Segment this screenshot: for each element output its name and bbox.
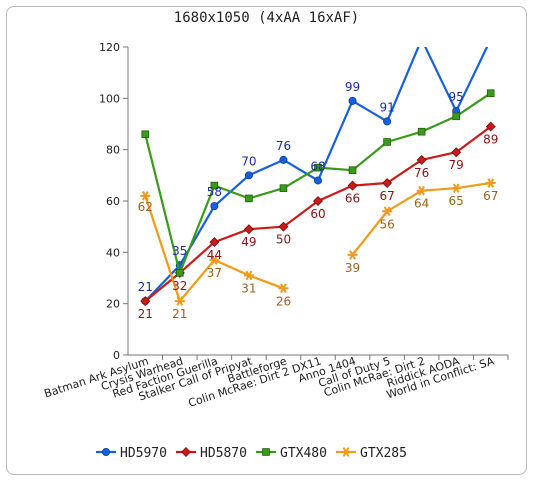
point-hd5970-anno-1404	[348, 96, 357, 105]
legend-label-gtx480: GTX480	[280, 446, 327, 461]
point-gtx285-colin-mcrae-dirt-2	[416, 185, 427, 196]
point-hd5870-red-faction-guerilla	[209, 237, 220, 248]
data-label-gtx285-world-in-conflict-sa: 67	[483, 189, 498, 203]
data-label-hd5970-red-faction-guerilla: 58	[207, 185, 222, 199]
data-label-hd5970-stalker-call-of-pripyat: 70	[241, 154, 256, 168]
point-gtx480-red-faction-guerilla	[210, 181, 219, 190]
point-hd5870-world-in-conflict-sa	[485, 121, 496, 132]
data-label-hd5970-battleforge: 76	[276, 139, 291, 153]
data-label-hd5970-call-of-duty-5: 91	[379, 100, 394, 114]
legend-label-hd5970: HD5970	[120, 446, 167, 461]
y-tick-label: 20	[106, 298, 120, 311]
data-label-hd5870-batman-ark-asylum: 21	[138, 307, 153, 321]
point-gtx480-world-in-conflict-sa	[486, 89, 495, 98]
point-gtx480-anno-1404	[348, 166, 357, 175]
point-gtx285-stalker-call-of-pripyat	[243, 270, 254, 281]
point-hd5970-world-in-conflict-sa	[487, 36, 494, 43]
legend-item-gtx285: GTX285	[336, 446, 407, 461]
legend-item-gtx480: GTX480	[256, 446, 327, 461]
point-gtx480-battleforge	[279, 184, 288, 192]
y-tick-label: 60	[106, 195, 120, 208]
point-hd5870-colin-mcrae-dirt-2-dx11	[313, 196, 323, 206]
data-label-gtx285-crysis-warhead: 21	[172, 307, 187, 321]
point-hd5870-batman-ark-asylum	[140, 296, 151, 307]
data-label-gtx285-batman-ark-asylum: 62	[138, 200, 153, 214]
legend-item-hd5970: HD5970	[96, 446, 167, 461]
point-hd5970-stalker-call-of-pripyat	[244, 171, 253, 180]
data-label-hd5870-stalker-call-of-pripyat: 49	[241, 235, 256, 249]
point-hd5970-call-of-duty-5	[383, 117, 392, 126]
data-label-hd5870-battleforge: 50	[276, 233, 291, 247]
point-gtx285-world-in-conflict-sa	[485, 178, 496, 188]
point-gtx480-call-of-duty-5	[383, 138, 391, 146]
y-tick-label: 0	[113, 349, 120, 362]
data-label-hd5870-call-of-duty-5: 67	[379, 189, 394, 203]
point-hd5870-battleforge	[278, 221, 289, 232]
data-label-gtx285-anno-1404: 39	[345, 261, 360, 275]
point-gtx480-crysis-warhead	[176, 269, 184, 277]
point-hd5870-riddick-aoda	[451, 147, 462, 158]
point-gtx480-riddick-aoda	[452, 112, 460, 121]
point-hd5870-stalker-call-of-pripyat	[243, 224, 254, 235]
legend-marker-gtx480	[262, 448, 270, 456]
point-hd5970-red-faction-guerilla	[210, 202, 219, 211]
legend-item-hd5870: HD5870	[176, 446, 247, 461]
point-gtx285-anno-1404	[347, 250, 358, 260]
point-hd5970-colin-mcrae-dirt-2-dx11	[313, 176, 322, 185]
y-tick-label: 80	[106, 144, 120, 157]
data-label-gtx285-call-of-duty-5: 56	[379, 217, 394, 231]
data-label-hd5970-batman-ark-asylum: 21	[138, 280, 153, 294]
data-label-hd5870-riddick-aoda: 79	[449, 158, 464, 172]
point-gtx285-red-faction-guerilla	[209, 255, 220, 265]
legend-marker-hd5970	[102, 447, 111, 456]
point-hd5870-colin-mcrae-dirt-2	[416, 154, 427, 165]
data-label-gtx285-battleforge: 26	[276, 294, 291, 308]
legend: HD5970 HD5870 GTX480 GTX285	[96, 446, 407, 461]
point-hd5870-anno-1404	[347, 180, 358, 191]
data-label-hd5970-anno-1404: 99	[345, 80, 360, 94]
data-label-hd5870-colin-mcrae-dirt-2: 76	[414, 166, 429, 180]
point-gtx480-colin-mcrae-dirt-2	[417, 127, 426, 136]
point-gtx480-stalker-call-of-pripyat	[245, 194, 253, 203]
chart-title: 1680x1050 (4xAA 16xAF)	[173, 10, 360, 26]
point-gtx285-battleforge	[278, 283, 289, 294]
series-gtx285	[140, 178, 496, 306]
data-label-hd5870-colin-mcrae-dirt-2-dx11: 60	[310, 207, 325, 221]
chart-frame	[6, 6, 527, 475]
point-gtx285-riddick-aoda	[451, 183, 462, 193]
data-label-gtx285-riddick-aoda: 65	[449, 194, 464, 208]
y-tick-label: 40	[106, 246, 120, 259]
point-hd5970-battleforge	[279, 155, 288, 164]
point-gtx285-call-of-duty-5	[382, 206, 393, 217]
legend-marker-gtx285	[341, 447, 351, 457]
point-hd5970-colin-mcrae-dirt-2	[418, 36, 425, 43]
data-label-hd5870-world-in-conflict-sa: 89	[483, 133, 498, 147]
legend-marker-hd5870	[181, 447, 191, 457]
legend-label-hd5870: HD5870	[200, 446, 247, 461]
data-label-hd5870-red-faction-guerilla: 44	[207, 248, 222, 262]
data-label-gtx285-colin-mcrae-dirt-2: 64	[414, 197, 429, 211]
point-gtx480-colin-mcrae-dirt-2-dx11	[314, 163, 322, 172]
legend-label-gtx285: GTX285	[360, 446, 407, 461]
point-gtx285-crysis-warhead	[174, 296, 185, 306]
point-gtx480-batman-ark-asylum	[141, 130, 150, 139]
series-gtx480	[141, 89, 495, 277]
y-tick-label: 100	[99, 92, 120, 105]
data-label-hd5970-riddick-aoda: 95	[449, 90, 464, 104]
data-label-hd5970-crysis-warhead: 35	[172, 244, 187, 258]
point-gtx285-batman-ark-asylum	[140, 191, 151, 201]
y-tick-label: 120	[99, 41, 120, 54]
data-label-hd5870-crysis-warhead: 32	[172, 279, 187, 293]
data-label-gtx285-red-faction-guerilla: 37	[207, 266, 222, 280]
data-label-gtx285-stalker-call-of-pripyat: 31	[241, 281, 256, 295]
data-label-hd5870-anno-1404: 66	[345, 192, 360, 206]
point-hd5870-call-of-duty-5	[382, 178, 393, 188]
data-label-hd5970-colin-mcrae-dirt-2-dx11: 68	[310, 159, 325, 173]
